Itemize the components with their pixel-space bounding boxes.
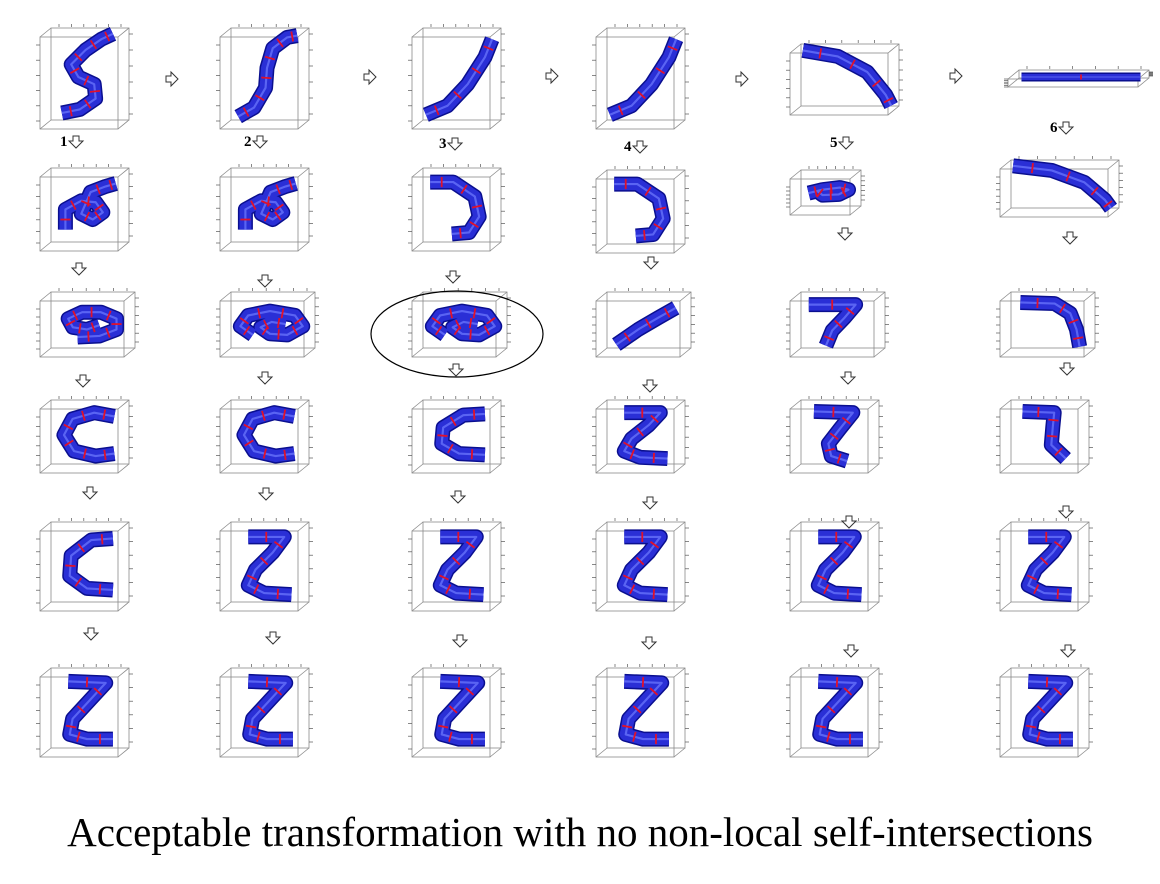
arrow-right-4 — [735, 70, 749, 88]
arrow-down-10 — [447, 363, 465, 377]
figure-caption: Acceptable transformation with no non-lo… — [67, 809, 1093, 855]
arrow-down-6 — [256, 371, 274, 385]
arrow-down-24 — [1059, 644, 1077, 658]
arrow-down-15 — [641, 496, 659, 510]
arrow-right-5 — [949, 67, 963, 85]
panel-c2-r3 — [216, 288, 319, 358]
arrow-down-8 — [264, 631, 282, 645]
arrow-down-7 — [257, 487, 275, 501]
arrow-down-label-2 — [251, 135, 269, 149]
arrow-down-11 — [449, 490, 467, 504]
arrow-down-18 — [839, 371, 857, 385]
panel-c5-r2 — [786, 166, 865, 216]
arrow-down-22 — [1058, 362, 1076, 376]
panel-c2-r2 — [216, 164, 313, 252]
panel-c1-r6 — [36, 664, 133, 758]
panel-c3-r3 — [408, 288, 511, 358]
arrow-down-label-1 — [67, 135, 85, 149]
panel-c5-r3 — [786, 288, 889, 358]
panel-c5-r4 — [786, 396, 883, 474]
arrow-down-label-5 — [837, 136, 855, 150]
column-label-5: 5 — [830, 135, 838, 151]
arrow-down-23 — [1057, 505, 1075, 519]
column-label-3: 3 — [439, 136, 447, 152]
arrow-down-4 — [82, 627, 100, 641]
panel-c3-r6 — [408, 664, 505, 758]
arrow-down-20 — [842, 644, 860, 658]
panel-c4-r2 — [592, 166, 689, 254]
panel-c6-r5 — [996, 518, 1093, 612]
panel-c4-r3 — [592, 288, 695, 358]
panel-c5-r1 — [786, 40, 903, 116]
arrow-down-14 — [641, 379, 659, 393]
panel-c3-r5 — [408, 518, 505, 612]
arrow-down-12 — [451, 634, 469, 648]
arrow-down-label-6 — [1057, 121, 1075, 135]
arrow-right-1 — [165, 70, 179, 88]
highlight-ellipse — [370, 290, 544, 378]
arrow-down-17 — [836, 227, 854, 241]
panel-c3-r1 — [408, 24, 505, 130]
panel-c6-r2 — [996, 156, 1123, 218]
panel-c4-r6 — [592, 664, 689, 758]
arrow-down-19 — [840, 515, 858, 529]
arrow-down-3 — [81, 486, 99, 500]
panel-c2-r6 — [216, 664, 313, 758]
column-label-4: 4 — [624, 139, 632, 155]
panel-c4-r5 — [592, 518, 689, 612]
panel-c6-r3 — [996, 288, 1099, 358]
arrow-right-3 — [545, 67, 559, 85]
arrow-down-2 — [74, 374, 92, 388]
arrow-right-2 — [363, 68, 377, 86]
arrow-down-5 — [256, 274, 274, 288]
panel-c5-r5 — [786, 518, 883, 612]
panel-c2-r1 — [216, 24, 313, 130]
panel-c1-r2 — [36, 164, 133, 252]
arrow-down-13 — [642, 256, 660, 270]
panel-c1-r3 — [36, 288, 139, 358]
panel-c3-r4 — [408, 396, 505, 474]
arrow-down-label-4 — [631, 140, 649, 154]
panel-c1-r1 — [36, 24, 133, 130]
panel-c4-r1 — [592, 24, 689, 130]
panel-c3-r2 — [408, 164, 505, 252]
column-label-2: 2 — [244, 134, 252, 150]
panel-c6-r1 — [1004, 66, 1153, 88]
column-label-6: 6 — [1050, 120, 1058, 136]
arrow-down-1 — [70, 262, 88, 276]
column-label-1: 1 — [60, 134, 68, 150]
panel-c2-r5 — [216, 518, 313, 612]
arrow-down-9 — [444, 270, 462, 284]
panel-c2-r4 — [216, 396, 313, 474]
panel-c6-r6 — [996, 664, 1093, 758]
arrow-down-label-3 — [446, 137, 464, 151]
panel-c1-r4 — [36, 396, 133, 474]
arrow-down-21 — [1061, 231, 1079, 245]
panel-c5-r6 — [786, 664, 883, 758]
panel-c1-r5 — [36, 518, 133, 612]
panel-c4-r4 — [592, 396, 689, 474]
arrow-down-16 — [640, 636, 658, 650]
panel-c6-r4 — [996, 396, 1093, 474]
